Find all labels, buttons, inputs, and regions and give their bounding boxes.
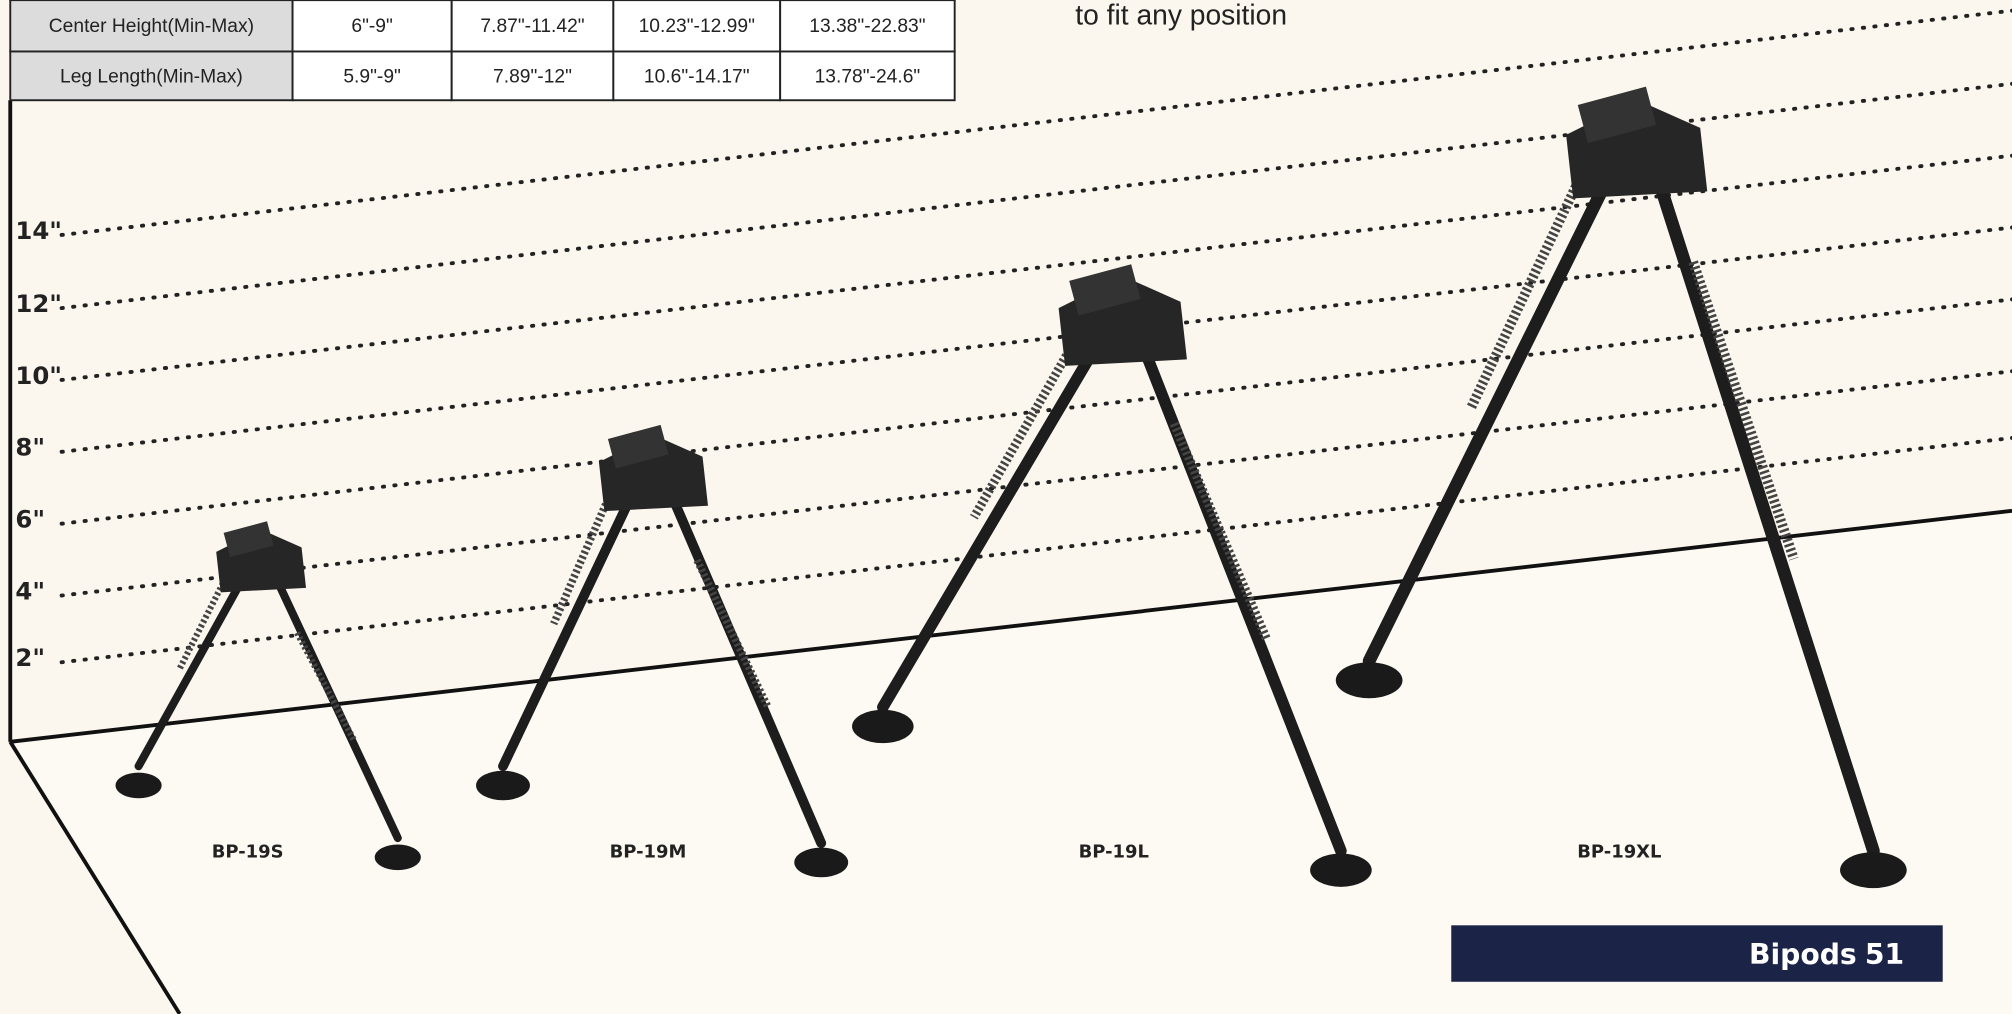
scale-label: 12" [15,289,62,318]
table-text: Center Height(Min-Max) [49,16,254,37]
table-text: 7.89"-12" [493,66,572,87]
bipod-foot [476,771,530,801]
catalog-page: Center Height(Min-Max) 6"-9" 7.87"-11.42" 1… [0,0,2012,1014]
bipod-foot [115,773,161,799]
bipod-foot [375,844,421,870]
spec-table: Center Height(Min-Max) 6"-9" 7.87"-11.42" 1… [10,0,954,100]
product-label: BP-19XL [1577,841,1661,862]
table-text: 7.87"-11.42" [480,16,584,37]
page: Center Height(Min-Max) 6"-9" 7.87"-11.42" 1… [0,0,2012,1014]
product-label: BP-19L [1079,841,1149,862]
bipod-foot [852,710,914,743]
table-text: 6"-9" [351,16,393,37]
product-label: BP-19M [610,841,687,862]
bipod-foot [1840,852,1907,888]
scale-label: 10" [15,361,62,390]
table-text: 5.9"-9" [343,66,401,87]
scale-label: 2" [15,643,45,672]
caption: to fit any position [1075,0,1287,31]
scale-label: 4" [15,576,45,605]
scale-label: 8" [15,433,45,462]
table-text: 13.38"-22.83" [809,16,925,37]
product-label: BP-19S [212,841,284,862]
table-text: 10.6"-14.17" [644,66,750,87]
bipod-foot [1336,662,1403,698]
table-text: Leg Length(Min-Max) [60,66,243,87]
bipod-foot [1310,853,1372,886]
footer-section: Bipods [1749,938,1857,971]
table-text: 10.23"-12.99" [639,16,755,37]
scale-label: 6" [15,505,45,534]
bipod-foot [794,848,848,878]
scale-label: 14" [15,216,62,245]
footer-page: 51 [1865,938,1904,971]
table-text: 13.78"-24.6" [815,66,921,87]
